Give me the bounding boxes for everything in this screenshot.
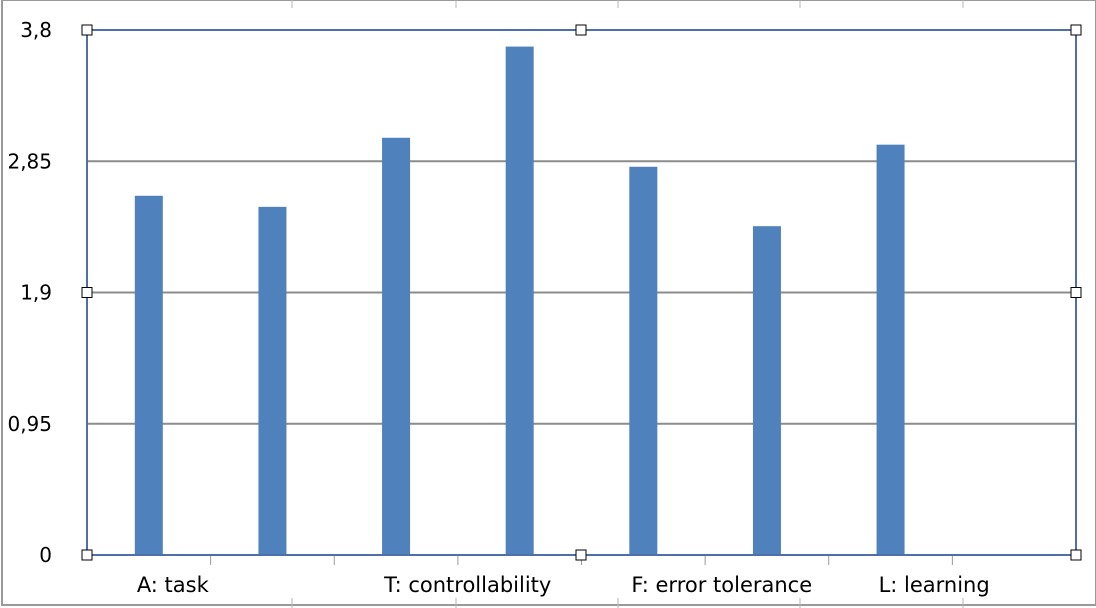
- resize-handle[interactable]: [81, 287, 93, 298]
- bar: [629, 166, 658, 556]
- x-tick-label: T: controllability: [383, 573, 551, 597]
- bar: [382, 137, 411, 555]
- x-tick-label: F: error tolerance: [631, 573, 812, 597]
- x-tick-label: L: learning: [879, 573, 990, 597]
- y-tick-label: 2,85: [7, 149, 52, 173]
- y-tick-label: 0,95: [7, 412, 52, 436]
- y-tick-label: 1,9: [20, 281, 52, 305]
- resize-handle[interactable]: [81, 24, 93, 36]
- x-tick-label: A: task: [137, 573, 210, 597]
- resize-handle[interactable]: [81, 549, 93, 561]
- x-axis-tick-labels: A: task T: controllability F: error tolera…: [137, 573, 990, 597]
- worksheet-gridlines: [291, 0, 964, 608]
- y-axis-tick-labels: 0 0,95 1,9 2,85 3,8: [7, 18, 52, 567]
- y-tick-label: 0: [39, 543, 52, 567]
- bar: [505, 46, 534, 555]
- resize-handle[interactable]: [1070, 24, 1082, 36]
- y-tick-label: 3,8: [20, 18, 52, 42]
- bar-series: [134, 46, 905, 556]
- resize-handle[interactable]: [1070, 549, 1082, 561]
- resize-handle[interactable]: [575, 24, 587, 36]
- plot-area-selection[interactable]: [81, 24, 1082, 561]
- y-gridlines: [86, 29, 1076, 556]
- resize-handle[interactable]: [1070, 287, 1082, 298]
- bar: [258, 206, 287, 555]
- resize-handle[interactable]: [575, 549, 587, 561]
- x-axis-ticks: [210, 555, 953, 565]
- bar: [752, 226, 781, 555]
- bar: [876, 144, 905, 555]
- bar: [134, 195, 163, 555]
